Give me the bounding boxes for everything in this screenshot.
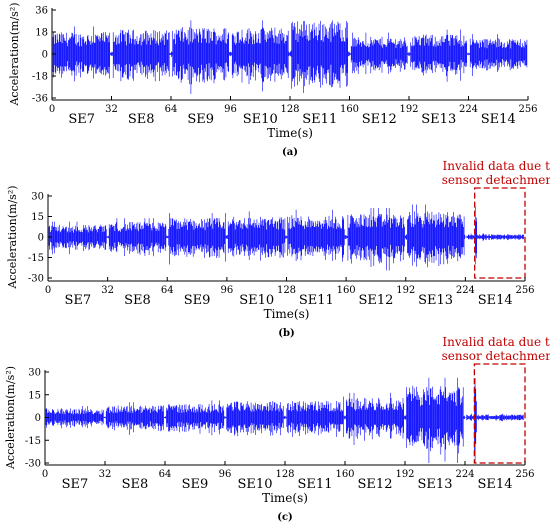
x-tick-label: 128: [275, 469, 294, 480]
segment-label: SE12: [358, 477, 393, 492]
y-tick-label: 15: [28, 390, 41, 401]
x-axis-label: Time(s): [264, 307, 310, 321]
segment-label: SE11: [302, 112, 337, 127]
x-tick-label: 224: [459, 104, 478, 115]
x-tick-label: 256: [515, 285, 534, 296]
panel-caption: (c): [277, 512, 293, 523]
y-tick-label: 18: [35, 28, 48, 39]
signal-trace: [48, 204, 524, 271]
invalid-region-box: [473, 363, 526, 464]
segment-label: SE12: [358, 293, 393, 308]
signal-trace: [45, 377, 524, 463]
x-axis-label: Time(s): [262, 491, 308, 505]
x-tick-label: 224: [456, 285, 475, 296]
x-tick-label: 64: [159, 469, 172, 480]
invalid-note-line2: sensor detachment: [442, 173, 550, 187]
x-tick-label: 96: [219, 469, 232, 480]
segment-label: SE9: [187, 112, 214, 127]
y-tick-label: 0: [38, 233, 44, 244]
y-tick-label: 30: [28, 368, 41, 379]
segment-label: SE14: [481, 112, 516, 127]
segment-label: SE7: [64, 293, 91, 308]
segment-label: SE7: [68, 112, 95, 127]
segment-label: SE12: [362, 112, 397, 127]
y-tick-label: 0: [35, 413, 41, 424]
segment-label: SE14: [478, 477, 513, 492]
panel-caption: (a): [282, 147, 298, 158]
invalid-region-box: [474, 187, 526, 279]
x-tick-label: 192: [395, 469, 414, 480]
y-tick-label: -18: [32, 72, 48, 83]
segment-label: SE8: [122, 477, 149, 492]
y-tick-label: 15: [31, 212, 44, 223]
invalid-note-line1: Invalid data due to: [443, 159, 550, 173]
x-tick-label: 192: [399, 104, 418, 115]
y-tick-label: -36: [32, 94, 48, 105]
segment-label: SE10: [239, 293, 274, 308]
y-tick-label: -30: [25, 459, 41, 470]
x-tick-label: 64: [165, 104, 178, 115]
x-tick-label: 128: [277, 285, 296, 296]
y-tick-label: 0: [42, 50, 48, 61]
x-tick-label: 256: [515, 469, 534, 480]
segment-label: SE8: [128, 112, 155, 127]
y-axis-label: Acceleration(m/s²): [6, 185, 19, 289]
segment-label: SE9: [184, 293, 211, 308]
y-tick-label: -15: [28, 253, 44, 264]
y-axis-label: Acceleration(m/s²): [8, 2, 21, 106]
segment-label: SE7: [62, 477, 89, 492]
segment-label: SE10: [238, 477, 273, 492]
segment-label: SE13: [421, 112, 456, 127]
segment-label: SE11: [299, 293, 334, 308]
segment-label: SE13: [418, 477, 453, 492]
y-tick-label: -30: [28, 274, 44, 285]
y-tick-label: 36: [35, 6, 48, 17]
segment-label: SE9: [182, 477, 209, 492]
segment-label: SE10: [243, 112, 278, 127]
y-axis-label: Acceleration(m/s²): [4, 366, 17, 470]
x-tick-label: 0: [45, 285, 51, 296]
segment-label: SE13: [418, 293, 453, 308]
x-tick-label: 32: [101, 285, 114, 296]
segment-label: SE14: [478, 293, 513, 308]
invalid-note-line2: sensor detachment: [442, 349, 550, 363]
y-tick-label: 30: [31, 192, 44, 203]
x-tick-label: 32: [99, 469, 112, 480]
y-tick-label: -15: [25, 436, 41, 447]
x-tick-label: 256: [518, 104, 537, 115]
signal-trace: [52, 20, 528, 94]
x-axis-label: Time(s): [267, 126, 313, 140]
x-tick-label: 224: [455, 469, 474, 480]
segment-label: SE11: [298, 477, 333, 492]
panel-caption: (b): [278, 328, 294, 339]
invalid-note-line1: Invalid data due to: [442, 335, 550, 349]
x-tick-label: 64: [161, 285, 174, 296]
x-tick-label: 96: [221, 285, 234, 296]
x-tick-label: 128: [280, 104, 299, 115]
segment-label: SE8: [124, 293, 151, 308]
x-tick-label: 0: [42, 469, 48, 480]
x-tick-label: 0: [49, 104, 55, 115]
x-tick-label: 192: [396, 285, 415, 296]
x-tick-label: 160: [340, 104, 359, 115]
x-tick-label: 160: [337, 285, 356, 296]
x-tick-label: 96: [224, 104, 237, 115]
x-tick-label: 160: [335, 469, 354, 480]
x-tick-label: 32: [105, 104, 118, 115]
